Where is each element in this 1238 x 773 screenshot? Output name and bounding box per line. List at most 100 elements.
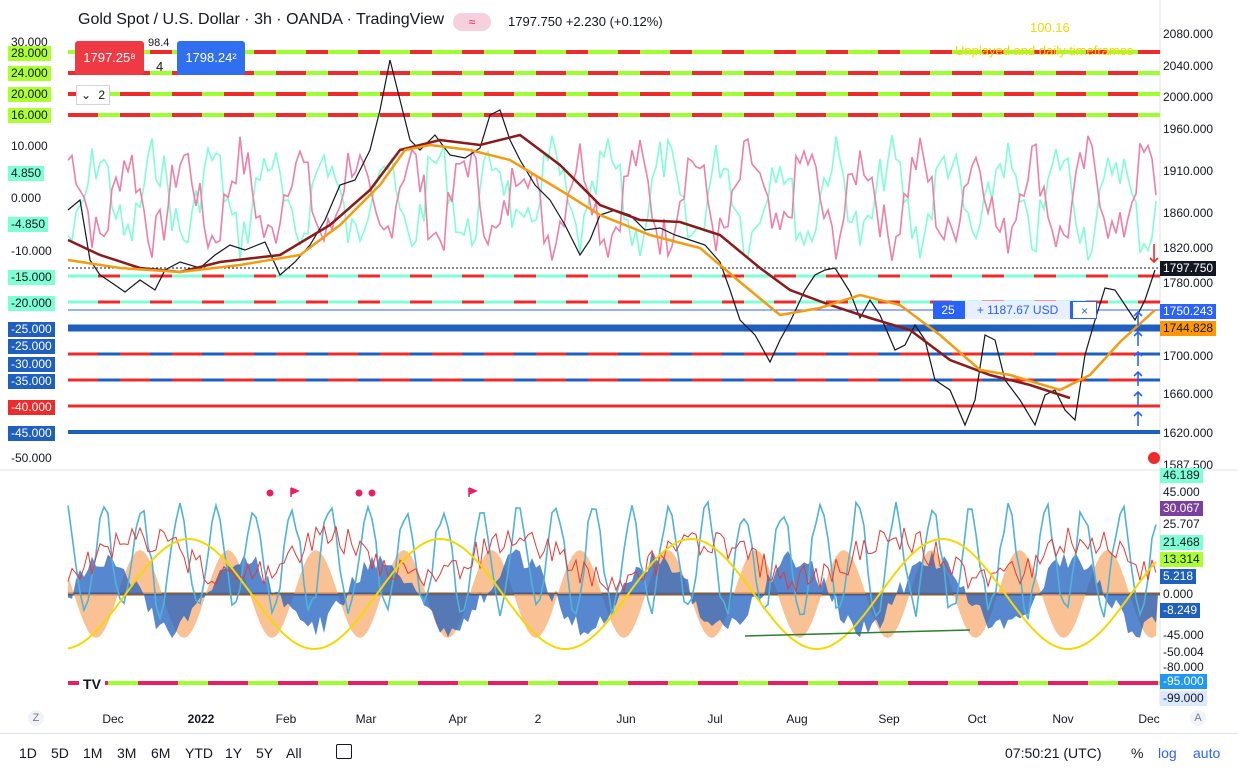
calendar-icon[interactable] bbox=[336, 744, 352, 759]
sub-oscillator-pane bbox=[67, 487, 1158, 651]
right-scale-label: 1744.828 bbox=[1160, 321, 1217, 336]
up-arrow-icon bbox=[1133, 410, 1143, 426]
time-axis-label: Sep bbox=[878, 712, 900, 726]
flag-icon bbox=[468, 487, 478, 497]
up-arrow-icon bbox=[1133, 310, 1143, 326]
osc-scale-label: -8.249 bbox=[1160, 603, 1201, 618]
maroon-moving-average bbox=[67, 133, 1071, 400]
range-button-1y[interactable]: 1Y bbox=[225, 745, 243, 761]
left-scale-label: -20.000 bbox=[8, 296, 55, 311]
oscillator-band bbox=[67, 135, 1157, 261]
signal-dot bbox=[355, 489, 363, 497]
left-scale-label: 20.000 bbox=[8, 87, 51, 102]
divergence-line bbox=[744, 629, 971, 637]
time-axis-label: 2022 bbox=[187, 712, 215, 726]
range-button-5y[interactable]: 5Y bbox=[256, 745, 274, 761]
chevron-down-icon: ⌄ bbox=[81, 88, 92, 102]
osc-scale-label: -95.000 bbox=[1160, 674, 1207, 689]
signal-dot bbox=[368, 489, 376, 497]
right-scale-label: 1660.000 bbox=[1163, 387, 1214, 401]
up-arrow-icon bbox=[1133, 350, 1143, 366]
percent-scale-toggle[interactable]: % bbox=[1131, 745, 1144, 761]
right-scale-label: 2000.000 bbox=[1163, 90, 1214, 104]
auto-scale-button[interactable]: A bbox=[1190, 710, 1206, 726]
position-qty: 25 bbox=[941, 303, 955, 317]
left-scale-label: -4.850 bbox=[8, 217, 49, 232]
time-axis-label: Nov bbox=[1052, 712, 1074, 726]
sell-button[interactable]: 1797.25⁸ bbox=[75, 41, 144, 75]
compare-badge[interactable]: ≈ bbox=[453, 13, 491, 31]
range-button-5d[interactable]: 5D bbox=[51, 745, 69, 761]
flag-circle-icon bbox=[1148, 452, 1160, 464]
left-scale-label: 24.000 bbox=[8, 66, 51, 81]
left-scale-label: 0.000 bbox=[11, 191, 42, 205]
osc-scale-label: 45.000 bbox=[1163, 485, 1200, 499]
left-scale-label: 4.850 bbox=[8, 166, 45, 181]
left-scale-label: -40.000 bbox=[8, 400, 55, 415]
orange-moving-average bbox=[67, 143, 1156, 392]
zoom-toggle-button[interactable]: Z bbox=[28, 710, 44, 726]
down-arrow-icon bbox=[1149, 244, 1159, 264]
left-scale-label: -15.000 bbox=[8, 270, 55, 285]
up-arrow-icon bbox=[1133, 390, 1143, 406]
time-axis-label: Aug bbox=[786, 712, 808, 726]
time-axis-label: Jul bbox=[707, 712, 723, 726]
right-scale-label: 1910.000 bbox=[1163, 164, 1214, 178]
bottom-toolbar bbox=[0, 733, 1238, 773]
time-axis-label: Dec bbox=[1138, 712, 1160, 726]
flag-icon bbox=[290, 487, 300, 497]
right-scale-label: 2080.000 bbox=[1163, 27, 1214, 41]
osc-scale-label: 0.000 bbox=[1163, 587, 1194, 601]
right-scale-label: 1780.000 bbox=[1163, 276, 1214, 290]
osc-scale-label: 5.218 bbox=[1160, 569, 1197, 584]
range-button-1d[interactable]: 1D bbox=[19, 745, 37, 761]
lot-size-value: 2 bbox=[98, 88, 106, 102]
lot-size-control[interactable]: ⌄ 2 bbox=[76, 85, 110, 105]
position-line[interactable]: 25 + 1187.67 USD × bbox=[933, 301, 1097, 319]
range-button-1m[interactable]: 1M bbox=[83, 745, 103, 761]
left-scale-label: 10.000 bbox=[11, 139, 48, 153]
right-scale-label: 1820.000 bbox=[1163, 241, 1214, 255]
range-button-6m[interactable]: 6M bbox=[151, 745, 171, 761]
osc-yellow-line bbox=[67, 537, 1157, 651]
spread-pips: 4 bbox=[156, 59, 164, 74]
left-scale-label: 16.000 bbox=[8, 108, 51, 123]
time-axis-label: Jun bbox=[616, 712, 636, 726]
chart-canvas[interactable] bbox=[0, 0, 1238, 733]
right-scale-label: 1960.000 bbox=[1163, 122, 1214, 136]
time-axis-label: Oct bbox=[967, 712, 987, 726]
time-axis-label: Dec bbox=[102, 712, 124, 726]
range-button-all[interactable]: All bbox=[286, 745, 302, 761]
close-position-icon[interactable]: × bbox=[1072, 301, 1097, 319]
right-scale-label: 2040.000 bbox=[1163, 59, 1214, 73]
range-button-3m[interactable]: 3M bbox=[117, 745, 137, 761]
left-scale-label: -30.000 bbox=[8, 357, 55, 372]
utc-clock[interactable]: 07:50:21 (UTC) bbox=[1005, 745, 1102, 761]
signal-arrows bbox=[1133, 244, 1160, 464]
left-scale-label: -50.000 bbox=[11, 451, 52, 465]
oscillator-teal-line bbox=[67, 135, 1157, 261]
left-scale-label: -25.000 bbox=[8, 339, 55, 354]
tradingview-logo: TV bbox=[79, 673, 105, 695]
left-scale-label: -35.000 bbox=[8, 374, 55, 389]
right-scale-label: 1860.000 bbox=[1163, 206, 1214, 220]
osc-scale-label: -45.000 bbox=[1163, 628, 1204, 642]
osc-scale-label: 25.707 bbox=[1163, 517, 1200, 531]
osc-scale-label: -99.000 bbox=[1160, 691, 1207, 706]
right-scale-label: 1700.000 bbox=[1163, 349, 1214, 363]
osc-scale-label: 13.314 bbox=[1160, 552, 1203, 567]
last-quote: 1797.750 +2.230 (+0.12%) bbox=[508, 14, 663, 29]
range-button-ytd[interactable]: YTD bbox=[185, 745, 213, 761]
symbol-title[interactable]: Gold Spot / U.S. Dollar · 3h · OANDA · T… bbox=[78, 11, 445, 28]
spread-value: 98.4 bbox=[148, 37, 170, 49]
time-axis-label: Feb bbox=[275, 712, 297, 726]
left-scale-label: 30.000 bbox=[11, 35, 48, 49]
buy-button[interactable]: 1798.24² bbox=[177, 41, 245, 75]
time-axis-label: Apr bbox=[448, 712, 468, 726]
auto-scale-toggle[interactable]: auto bbox=[1193, 745, 1221, 761]
left-scale-label: -10.000 bbox=[11, 244, 52, 258]
up-arrow-icon bbox=[1133, 330, 1143, 346]
overlay-value: 100.16 bbox=[1030, 20, 1070, 35]
log-scale-toggle[interactable]: log bbox=[1158, 745, 1177, 761]
overlay-note: Unplayed and daily timeframes bbox=[955, 43, 1134, 58]
